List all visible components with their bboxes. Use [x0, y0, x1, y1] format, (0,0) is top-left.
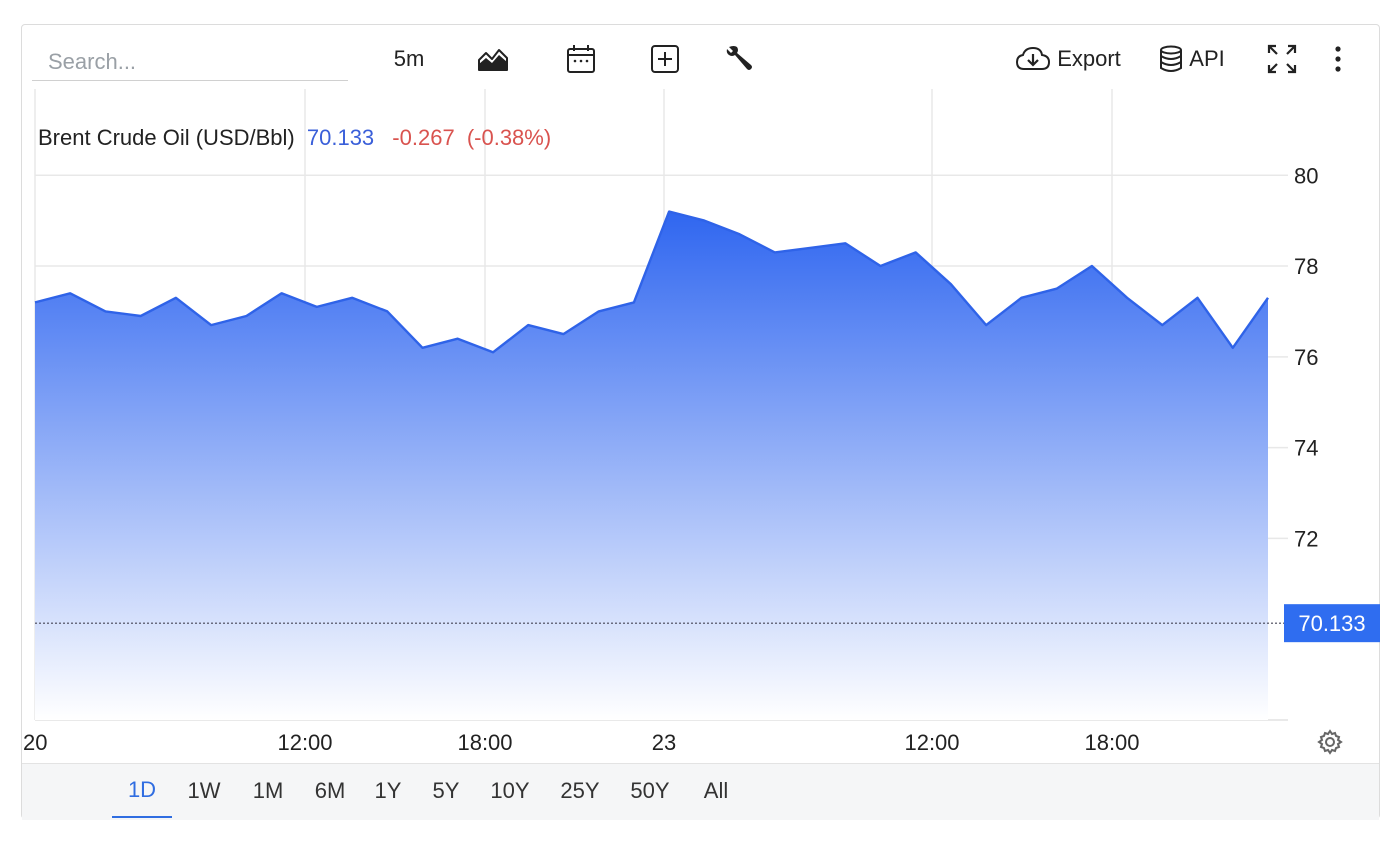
interval-label: 5m: [393, 46, 425, 71]
legend-price: 70.133: [307, 125, 374, 150]
search-input[interactable]: [32, 43, 348, 81]
period-50y[interactable]: 50Y: [630, 778, 670, 803]
calendar-icon: [566, 44, 596, 74]
x-axis: 20 12:00 18:00 23 12:00 18:00: [23, 730, 1140, 755]
x-tick-label: 12:00: [277, 730, 332, 755]
chart-settings-button[interactable]: [1315, 728, 1345, 760]
y-tick-label: 72: [1294, 526, 1318, 551]
period-1d[interactable]: 1D: [112, 764, 172, 818]
period-25y[interactable]: 25Y: [560, 778, 600, 803]
x-tick-label: 18:00: [457, 730, 512, 755]
toolbar: 5m Export: [22, 25, 1379, 89]
fullscreen-button[interactable]: [1262, 39, 1302, 79]
wrench-icon: [724, 44, 754, 74]
legend-change: -0.267: [392, 125, 454, 150]
chart-legend: Brent Crude Oil (USD/Bbl) 70.133 -0.267 …: [38, 125, 551, 150]
last-price-label: 70.133: [1298, 611, 1365, 636]
x-tick-label: 23: [652, 730, 676, 755]
api-button[interactable]: API: [1156, 39, 1228, 79]
y-tick-label: 74: [1294, 436, 1318, 461]
tools-button[interactable]: [718, 39, 760, 79]
legend-change-percent: (-0.38%): [467, 125, 551, 150]
last-price-tag: 70.133: [1284, 604, 1380, 643]
export-label: Export: [1057, 46, 1121, 71]
price-chart[interactable]: 80 78 76 74 72 20 12:00 18:00 23 12:00 18:00 70.1…: [22, 25, 1381, 763]
vertical-dots-icon: [1334, 45, 1342, 73]
price-area: [35, 211, 1268, 720]
gear-icon: [1317, 728, 1343, 760]
price-line: [34, 210, 1269, 354]
period-10y[interactable]: 10Y: [490, 778, 530, 803]
period-1y[interactable]: 1Y: [374, 778, 402, 803]
y-tick-label: 80: [1294, 163, 1318, 188]
fullscreen-icon: [1266, 43, 1298, 75]
x-tick-label: 12:00: [904, 730, 959, 755]
legend-instrument: Brent Crude Oil (USD/Bbl): [38, 125, 295, 150]
cloud-download-icon: [1015, 46, 1051, 72]
chart-widget: 5m Export: [21, 24, 1381, 820]
more-options-button[interactable]: [1326, 39, 1350, 79]
chart-type-button[interactable]: [472, 39, 514, 79]
area-chart-icon: [477, 46, 509, 72]
database-icon: [1159, 45, 1183, 73]
export-button[interactable]: Export: [1008, 39, 1128, 79]
x-tick-label: 20: [23, 730, 47, 755]
interval-button[interactable]: 5m: [384, 39, 434, 79]
period-selector: 1D 1W 1M 6M 1Y 5Y 10Y 25Y 50Y All: [22, 763, 1379, 820]
period-all[interactable]: All: [703, 778, 729, 803]
y-axis: 80 78 76 74 72: [1294, 163, 1318, 551]
y-tick-label: 76: [1294, 345, 1318, 370]
x-tick-label: 18:00: [1084, 730, 1139, 755]
api-label: API: [1189, 46, 1225, 71]
period-1w[interactable]: 1W: [187, 778, 221, 803]
period-6m[interactable]: 6M: [314, 778, 346, 803]
y-tick-label: 78: [1294, 254, 1318, 279]
compare-button[interactable]: [644, 39, 686, 79]
plus-box-icon: [650, 44, 680, 74]
period-1m[interactable]: 1M: [252, 778, 284, 803]
period-5y[interactable]: 5Y: [432, 778, 460, 803]
date-range-button[interactable]: [560, 39, 602, 79]
